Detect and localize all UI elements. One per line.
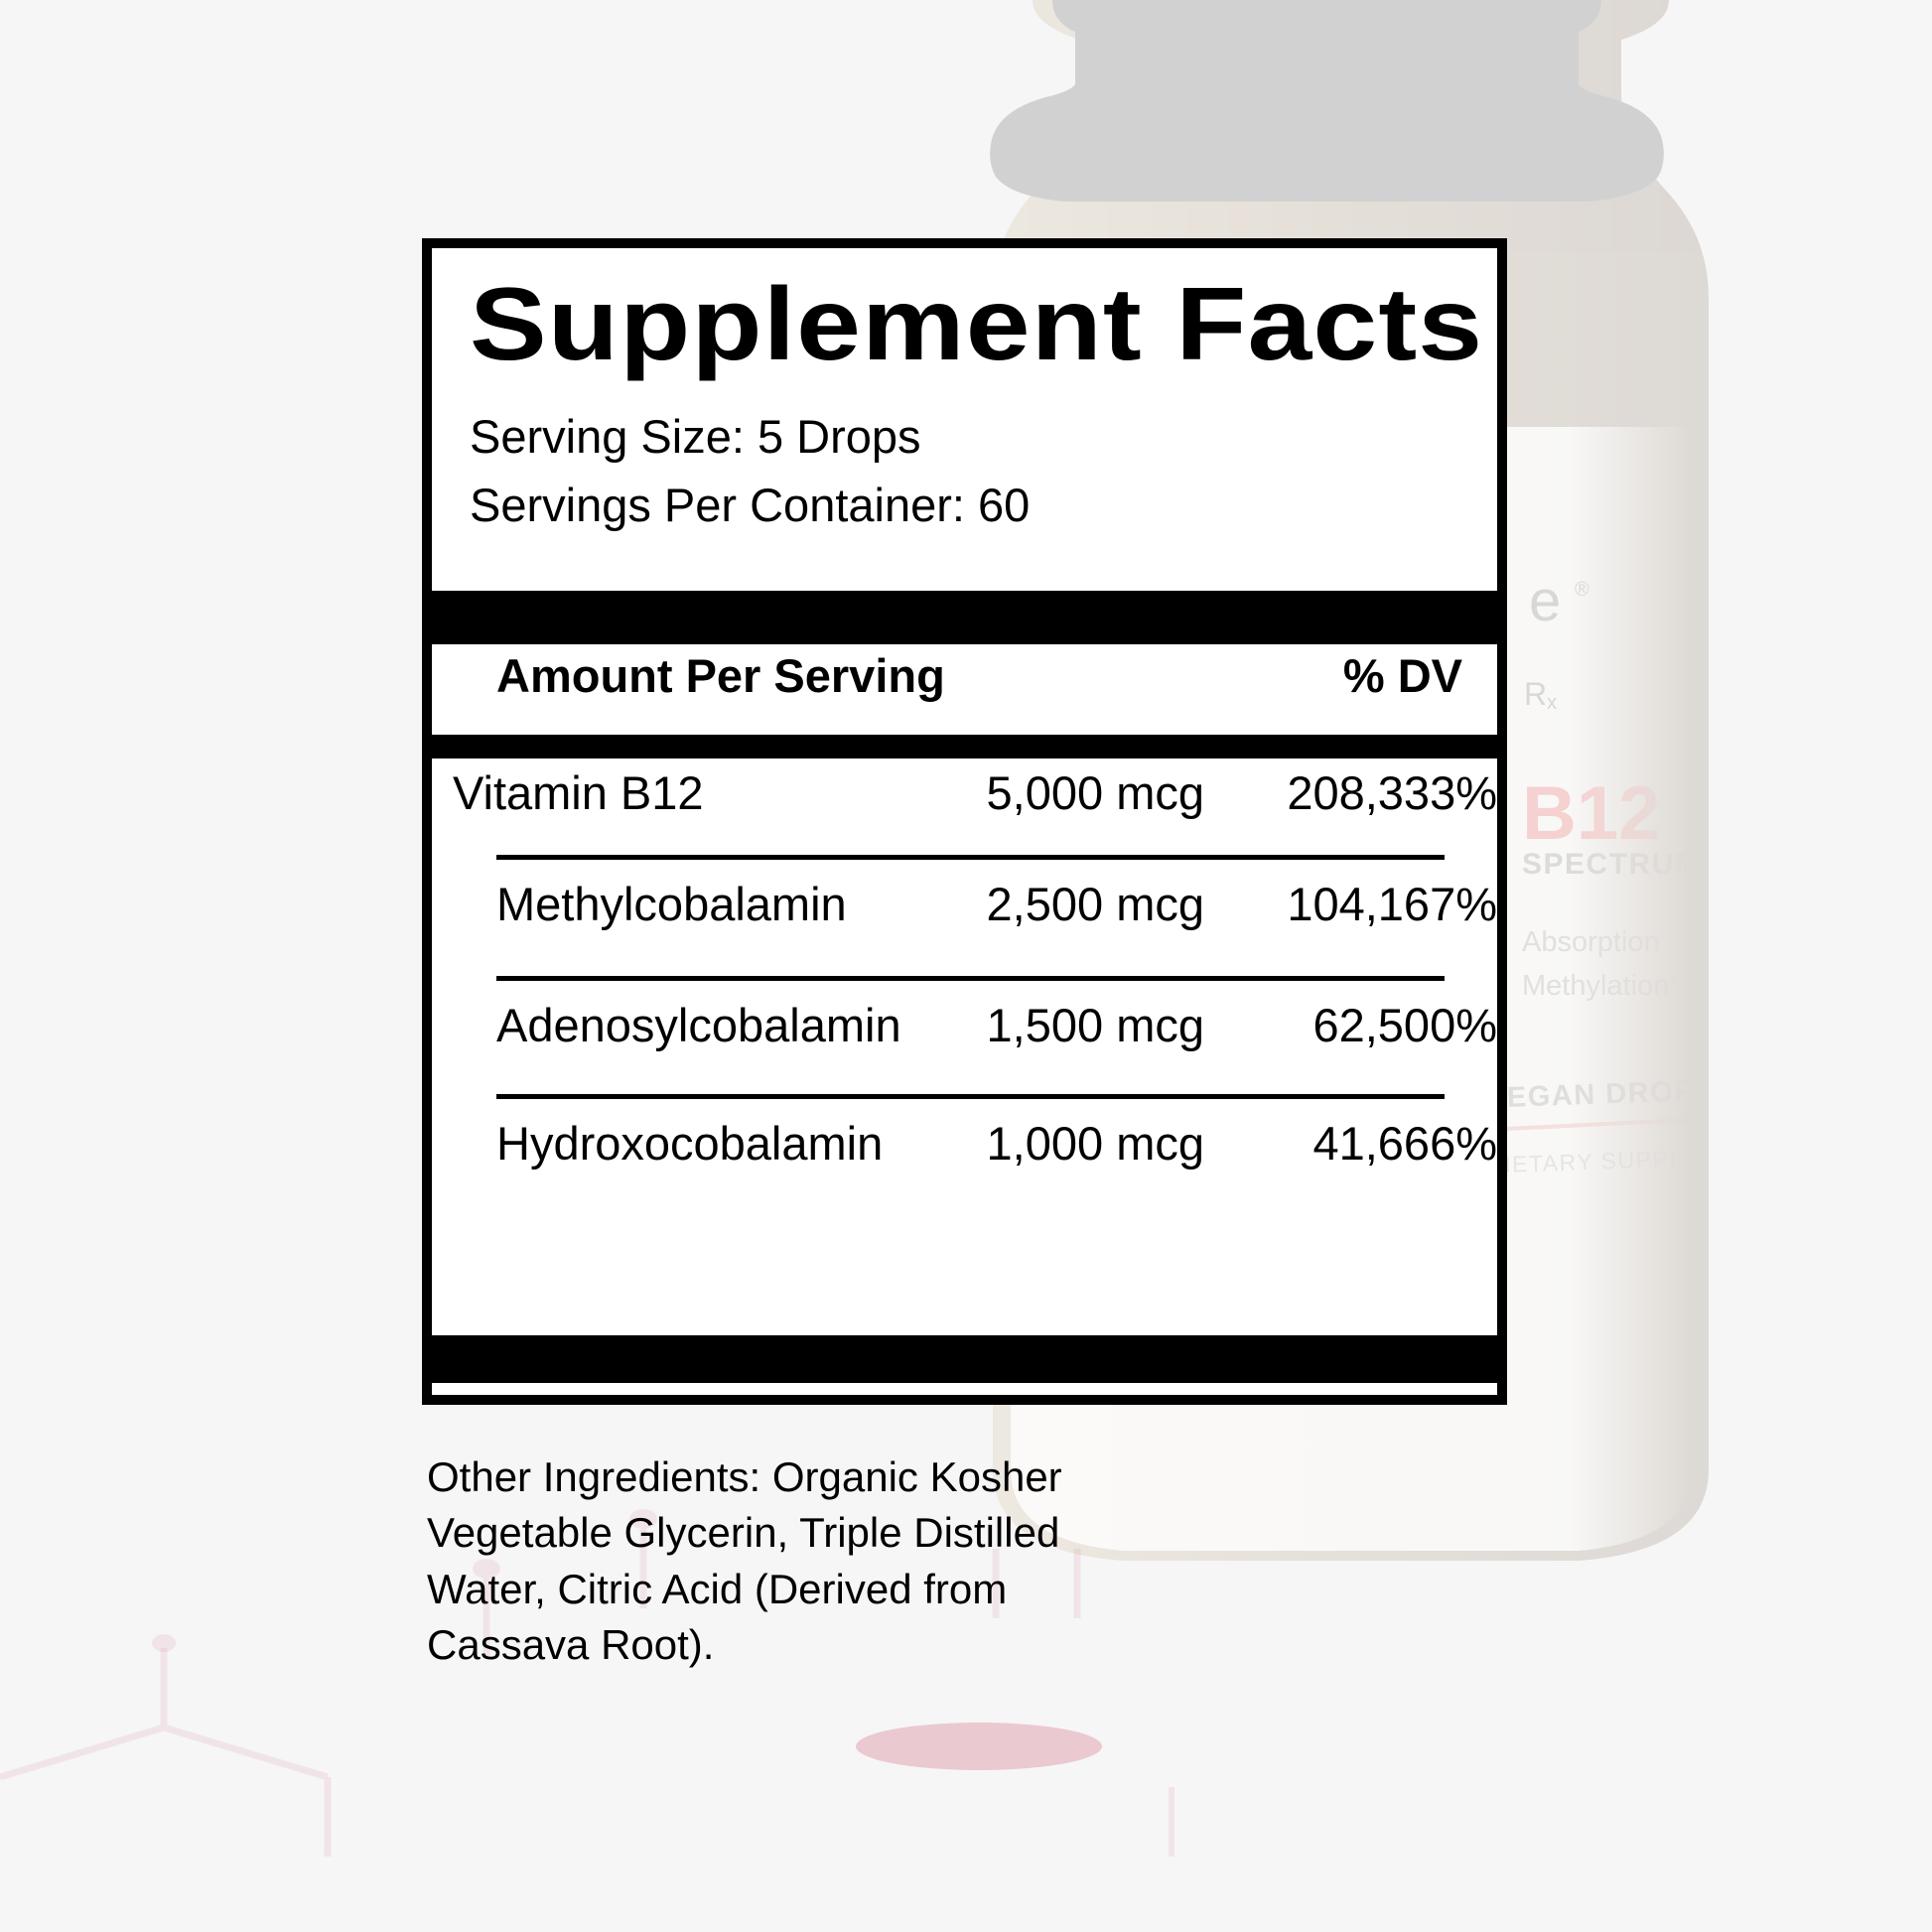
svg-text:Absorption: Absorption: [1522, 926, 1660, 958]
svg-text:Methylation*: Methylation*: [1522, 970, 1681, 1002]
svg-text:e: e: [1529, 569, 1561, 633]
svg-text:B12: B12: [1522, 771, 1660, 856]
svg-text:®: ®: [1575, 579, 1589, 601]
svg-text:SPECTRUM: SPECTRUM: [1522, 848, 1701, 881]
